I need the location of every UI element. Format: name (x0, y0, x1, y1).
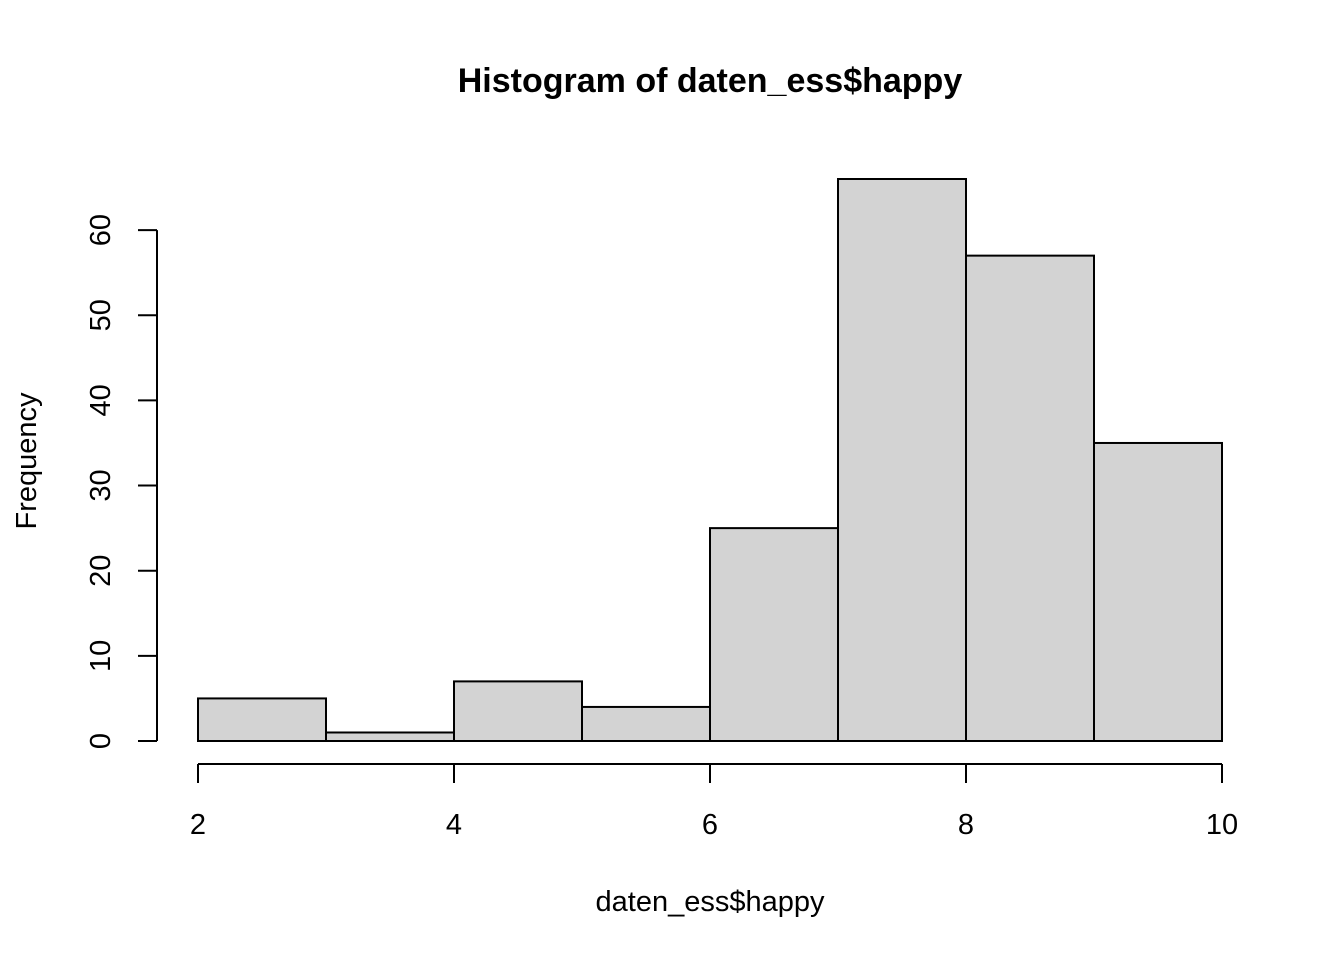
x-tick-label: 4 (446, 809, 462, 841)
histogram-bar-7-8 (837, 178, 967, 742)
histogram-bar-3-4 (325, 731, 455, 743)
y-tick-label: 30 (85, 469, 117, 501)
y-tick-label: 10 (85, 640, 117, 672)
y-tick-label: 40 (85, 384, 117, 416)
histogram-bar-9-10 (1093, 441, 1223, 742)
histogram-bar-6-7 (709, 527, 839, 742)
histogram-bar-5-6 (581, 705, 711, 742)
histogram-bar-8-9 (965, 254, 1095, 743)
histogram-bar-2-3 (197, 697, 327, 743)
x-tick-label: 10 (1206, 809, 1238, 841)
y-axis: 0 10 20 30 40 50 60 (85, 214, 158, 749)
chart-title: Histogram of daten_ess$happy (458, 62, 963, 100)
bars-group (197, 178, 1223, 743)
y-tick-label: 0 (85, 733, 117, 749)
x-tick-label: 6 (702, 809, 718, 841)
x-tick-label: 2 (190, 809, 206, 841)
histogram-bar-4-5 (453, 680, 583, 742)
y-tick-label: 60 (85, 214, 117, 246)
y-axis-label: Frequency (11, 392, 43, 530)
y-tick-label: 20 (85, 555, 117, 587)
x-axis: 2 4 6 8 10 (190, 763, 1238, 841)
x-axis-label: daten_ess$happy (596, 886, 825, 918)
x-tick-label: 8 (958, 809, 974, 841)
y-tick-label: 50 (85, 299, 117, 331)
